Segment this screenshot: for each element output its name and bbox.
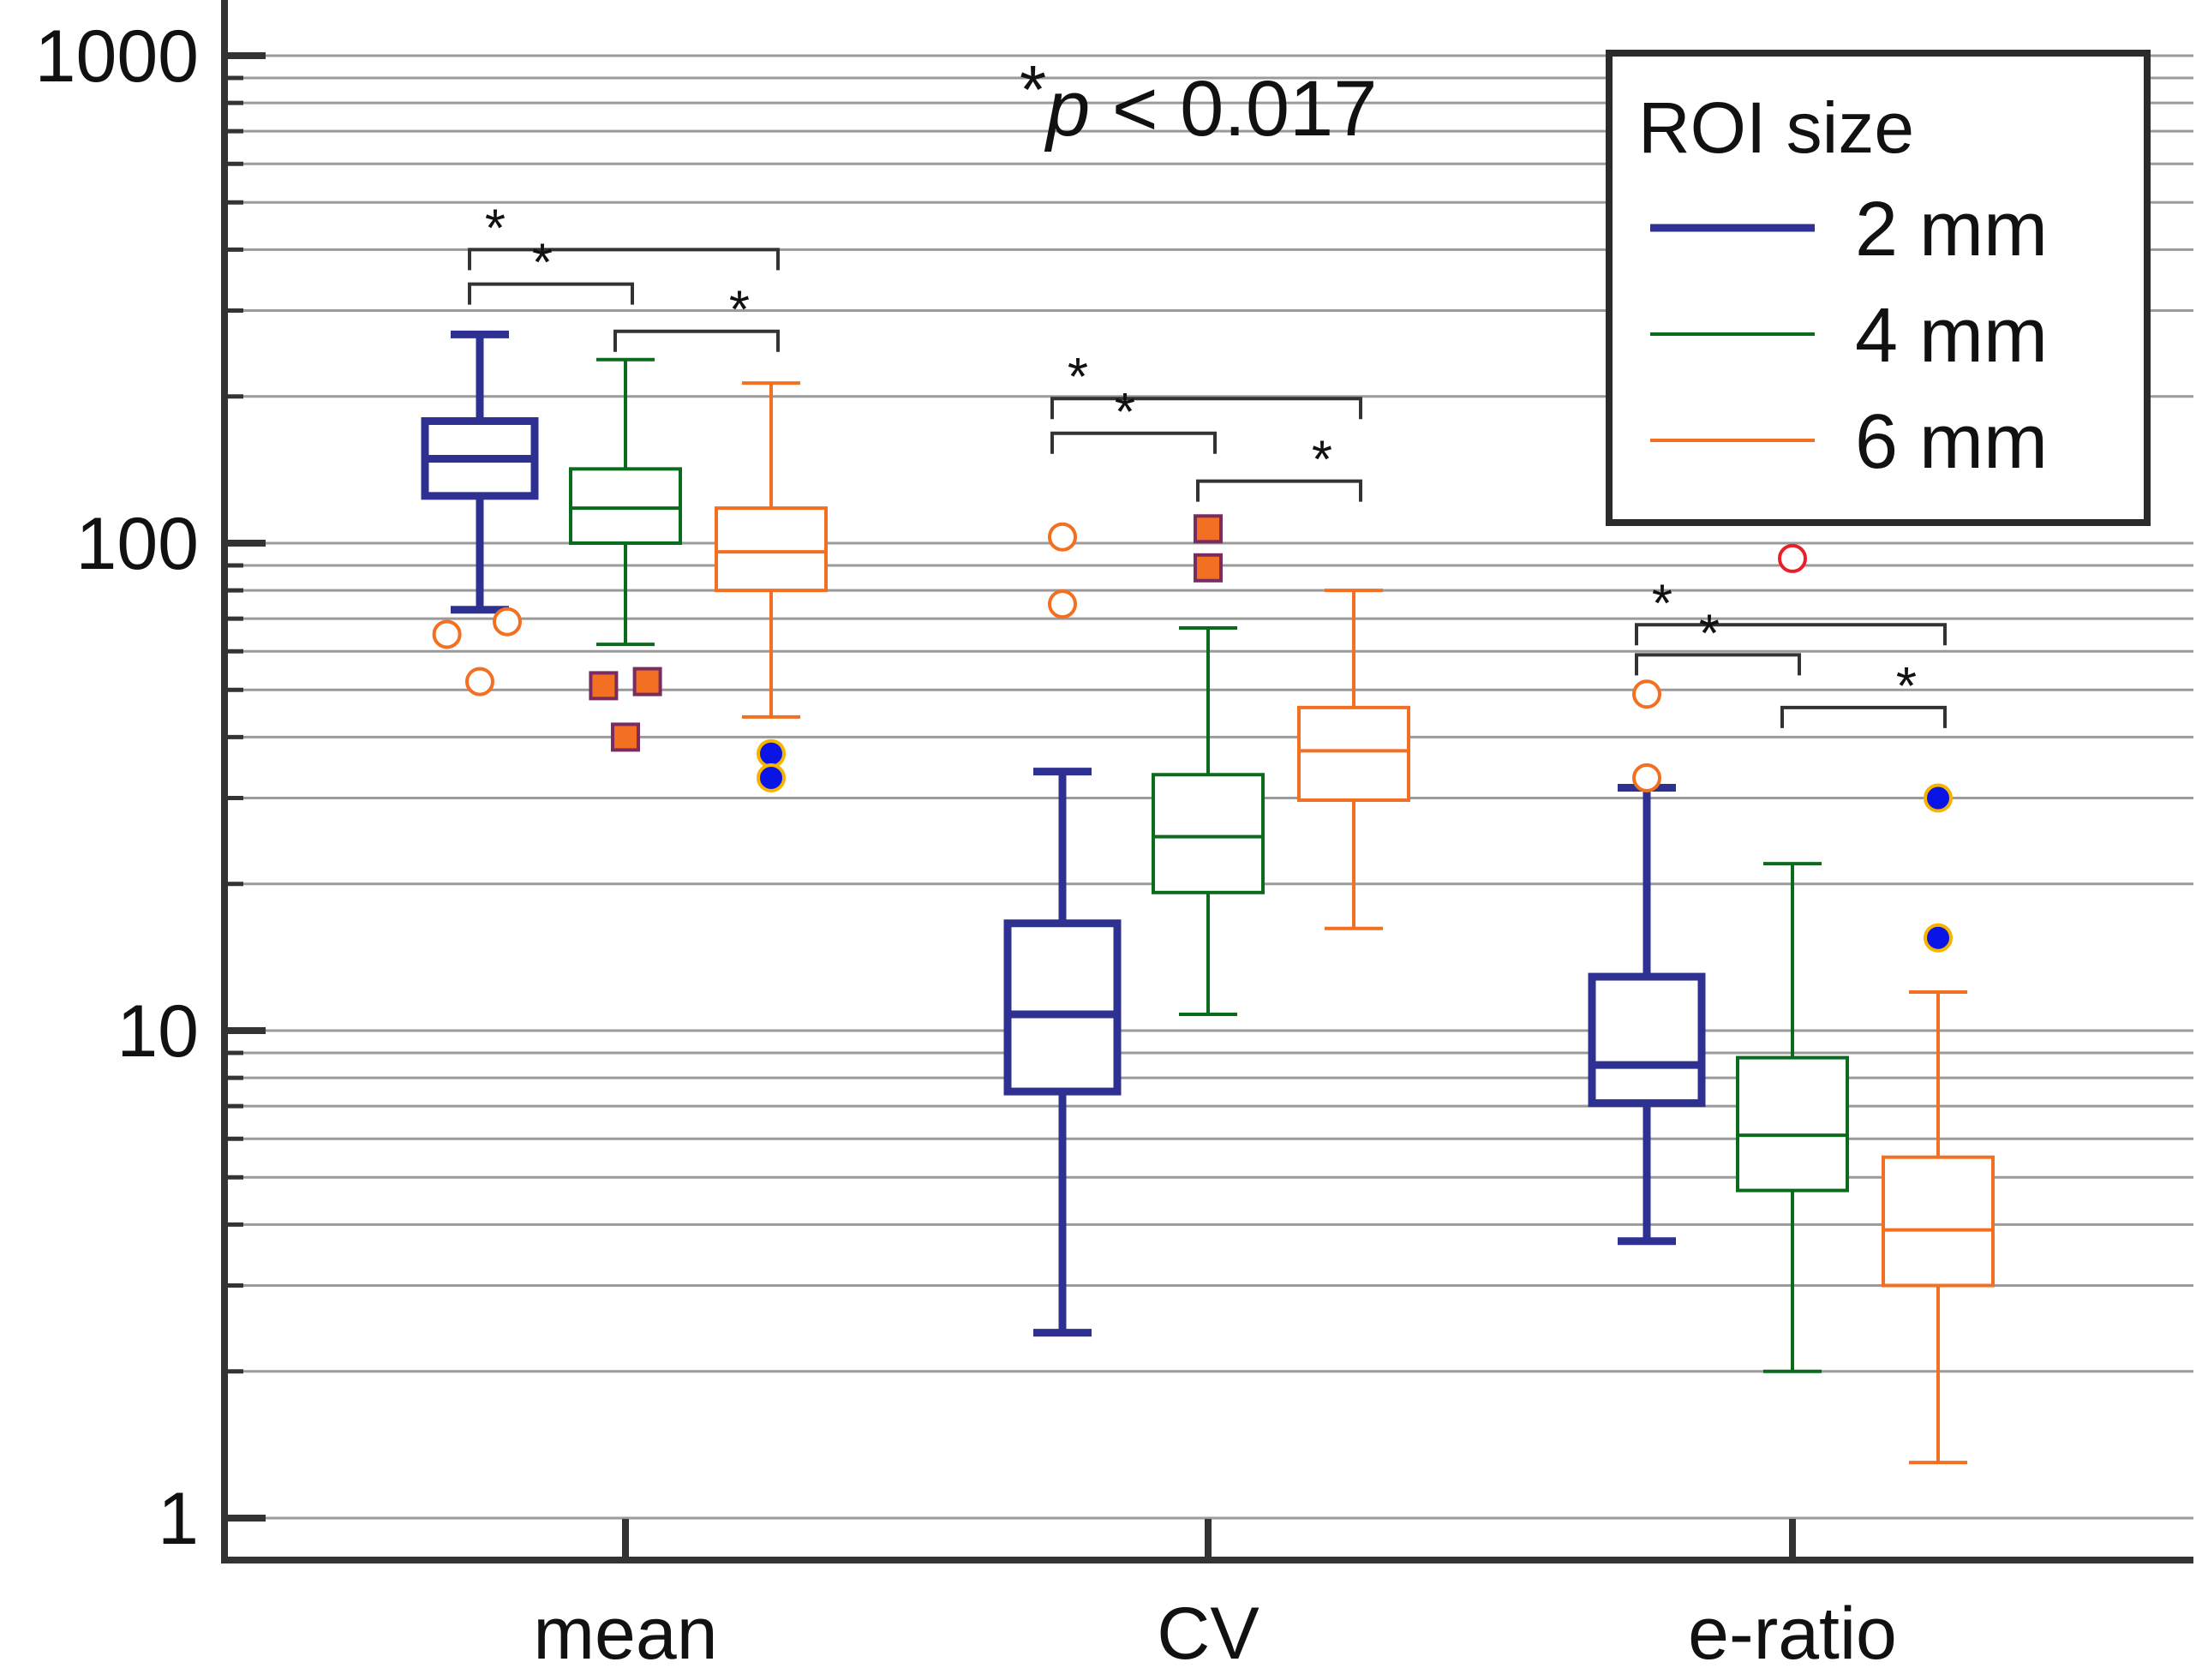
y-tick-label: 10 bbox=[117, 990, 199, 1073]
iqr-box bbox=[1736, 1055, 1849, 1193]
box-mean-4mm bbox=[569, 357, 682, 647]
iqr-box bbox=[1882, 1155, 1995, 1288]
box-e-ratio-4mm bbox=[1736, 862, 1849, 1373]
legend-frame bbox=[1606, 50, 2151, 526]
iqr-box bbox=[569, 467, 682, 546]
legend-label: 4 mm bbox=[1855, 293, 2048, 379]
box-mean-2mm bbox=[421, 330, 539, 614]
significance-star: * bbox=[729, 281, 750, 340]
iqr-box bbox=[1152, 773, 1265, 894]
significance-star: * bbox=[1115, 383, 1135, 442]
x-category-label: e-ratio bbox=[1688, 1593, 1897, 1675]
iqr-box bbox=[1588, 972, 1706, 1108]
iqr-box bbox=[1297, 705, 1410, 803]
significance-star: * bbox=[1312, 431, 1332, 490]
outlier-square bbox=[1194, 553, 1223, 583]
significance-star: * bbox=[1068, 348, 1088, 407]
box-e-ratio-2mm bbox=[1588, 783, 1706, 1246]
y-tick-label: 1000 bbox=[35, 15, 199, 98]
outlier-square bbox=[611, 722, 640, 752]
outlier-open-circle bbox=[1778, 543, 1807, 573]
legend-label: 6 mm bbox=[1855, 399, 2048, 485]
outlier-square bbox=[1194, 514, 1223, 544]
legend-entry-2mm: 2 mm bbox=[1650, 187, 2048, 272]
significance-brackets: * * * * * * * * * bbox=[468, 199, 1947, 728]
legend-title: ROI size bbox=[1638, 87, 1914, 168]
y-tick-label: 1 bbox=[158, 1478, 199, 1560]
significance-star: * bbox=[532, 234, 553, 293]
p-value-annotation: *p < 0.017 bbox=[1020, 51, 1377, 152]
box-mean-6mm bbox=[715, 381, 828, 719]
bracket-line bbox=[613, 329, 780, 352]
y-tick-label: 100 bbox=[76, 503, 200, 585]
outlier-dot bbox=[757, 762, 786, 792]
boxes bbox=[421, 330, 1995, 1465]
bracket-line bbox=[1196, 479, 1362, 502]
bracket-line bbox=[1635, 623, 1947, 646]
iqr-box bbox=[715, 506, 828, 593]
bracket-line bbox=[468, 282, 634, 305]
box-e-ratio-6mm bbox=[1882, 989, 1995, 1465]
bracket-line bbox=[1780, 705, 1947, 728]
outlier-open-circle bbox=[493, 607, 522, 637]
legend-entries: 2 mm 4 mm 6 mm bbox=[1650, 187, 2048, 485]
outlier-square bbox=[589, 671, 619, 701]
box-CV-4mm bbox=[1152, 625, 1265, 1016]
outlier-open-circle bbox=[465, 667, 494, 697]
axes: 1000 100 10 1 mean CV e-ratio bbox=[35, 0, 2193, 1675]
x-category-label: CV bbox=[1157, 1593, 1259, 1675]
significance-star: * bbox=[1652, 574, 1672, 633]
outlier-open-circle bbox=[1048, 522, 1077, 552]
x-category-label: mean bbox=[533, 1593, 717, 1675]
outlier-open-circle bbox=[1048, 589, 1077, 619]
bracket-line bbox=[468, 248, 780, 271]
outlier-open-circle bbox=[1632, 762, 1661, 792]
bracket-line bbox=[1050, 397, 1362, 420]
legend-entry-6mm: 6 mm bbox=[1650, 399, 2048, 485]
outliers bbox=[432, 514, 1953, 953]
outlier-square bbox=[632, 667, 662, 697]
outlier-dot bbox=[1924, 923, 1953, 953]
bracket-line bbox=[1635, 653, 1801, 676]
significance-star: * bbox=[1896, 657, 1917, 716]
box-CV-2mm bbox=[1003, 768, 1122, 1337]
outlier-dot bbox=[757, 738, 786, 768]
outlier-open-circle bbox=[1632, 679, 1661, 709]
box-CV-6mm bbox=[1297, 589, 1410, 930]
outlier-open-circle bbox=[432, 619, 462, 649]
bracket-line bbox=[1050, 431, 1217, 454]
annotation-rest: < 0.017 bbox=[1090, 65, 1377, 152]
significance-star: * bbox=[485, 199, 506, 258]
significance-star: * bbox=[1699, 604, 1720, 663]
annotation-star: * bbox=[1020, 51, 1046, 128]
outlier-dot bbox=[1924, 783, 1953, 813]
iqr-box bbox=[1003, 919, 1122, 1096]
legend-entry-4mm: 4 mm bbox=[1650, 293, 2048, 379]
legend: ROI size 2 mm 4 mm 6 mm bbox=[1606, 50, 2151, 526]
annotation-p: p bbox=[1044, 65, 1090, 152]
legend-label: 2 mm bbox=[1855, 187, 2048, 272]
